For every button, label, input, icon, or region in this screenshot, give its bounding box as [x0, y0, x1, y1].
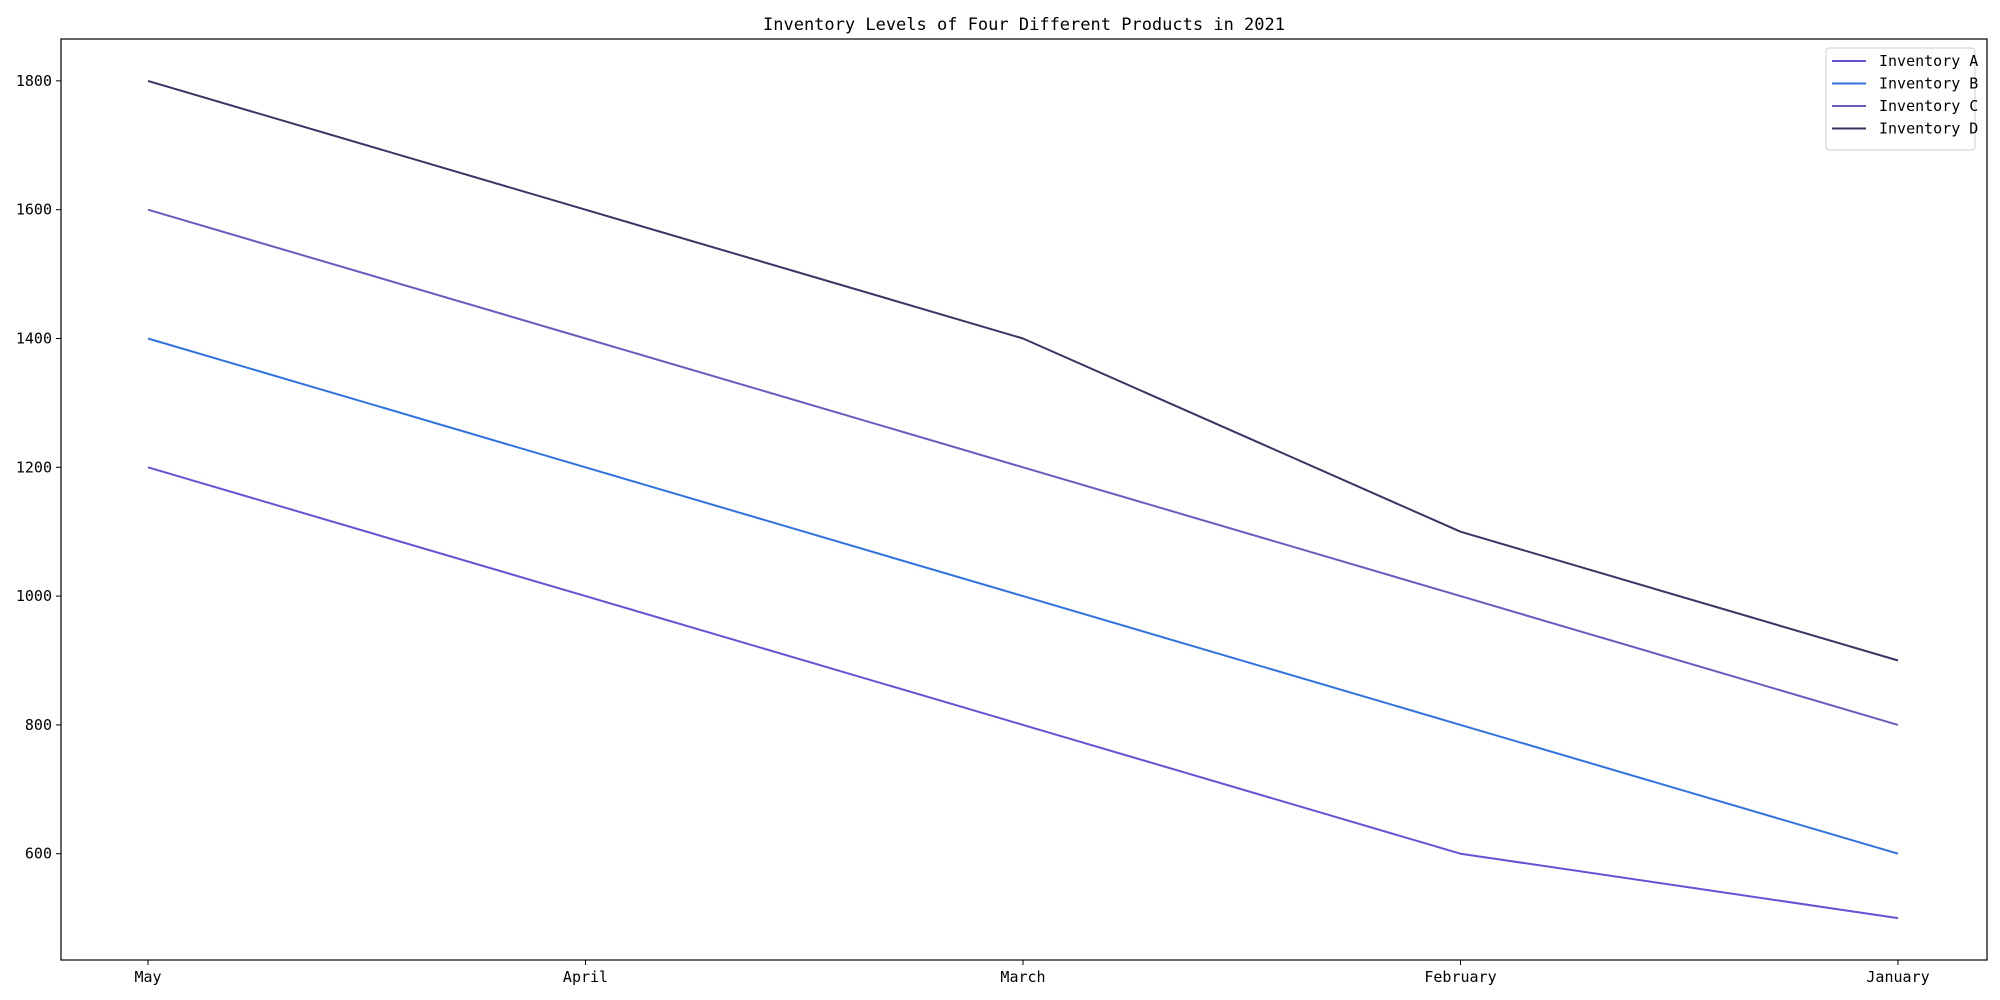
y-tick-label: 1600 — [16, 201, 52, 219]
series-line — [147, 208, 1899, 726]
chart-title: Inventory Levels of Four Different Produ… — [763, 15, 1285, 35]
y-tick-label: 600 — [25, 845, 52, 863]
plot-area-frame — [60, 38, 1988, 961]
series-line — [147, 337, 1899, 855]
legend-label: Inventory A — [1879, 52, 1978, 70]
x-tick-label: January — [1866, 968, 1929, 986]
x-tick-label: February — [1424, 968, 1496, 986]
y-tick-label: 1000 — [16, 587, 52, 605]
series-line — [147, 79, 1899, 662]
y-axis: 600 800 1000 1200 1400 1600 1800 — [16, 72, 61, 863]
x-tick-label: April — [563, 968, 608, 986]
y-tick-label: 1400 — [16, 329, 52, 347]
x-axis: May April March February January — [134, 960, 1930, 986]
y-tick-label: 1200 — [16, 458, 52, 476]
series-line — [147, 466, 1899, 920]
legend-label: Inventory B — [1879, 75, 1978, 93]
x-tick-label: March — [1000, 968, 1045, 986]
legend: Inventory A Inventory B Inventory C Invento… — [1825, 47, 1978, 151]
legend-box — [1825, 47, 1976, 151]
x-tick-label: May — [134, 968, 161, 986]
y-tick-label: 800 — [25, 716, 52, 734]
y-tick-label: 1800 — [16, 72, 52, 90]
series-group — [147, 79, 1899, 920]
legend-label: Inventory D — [1879, 120, 1978, 138]
legend-label: Inventory C — [1879, 97, 1978, 115]
